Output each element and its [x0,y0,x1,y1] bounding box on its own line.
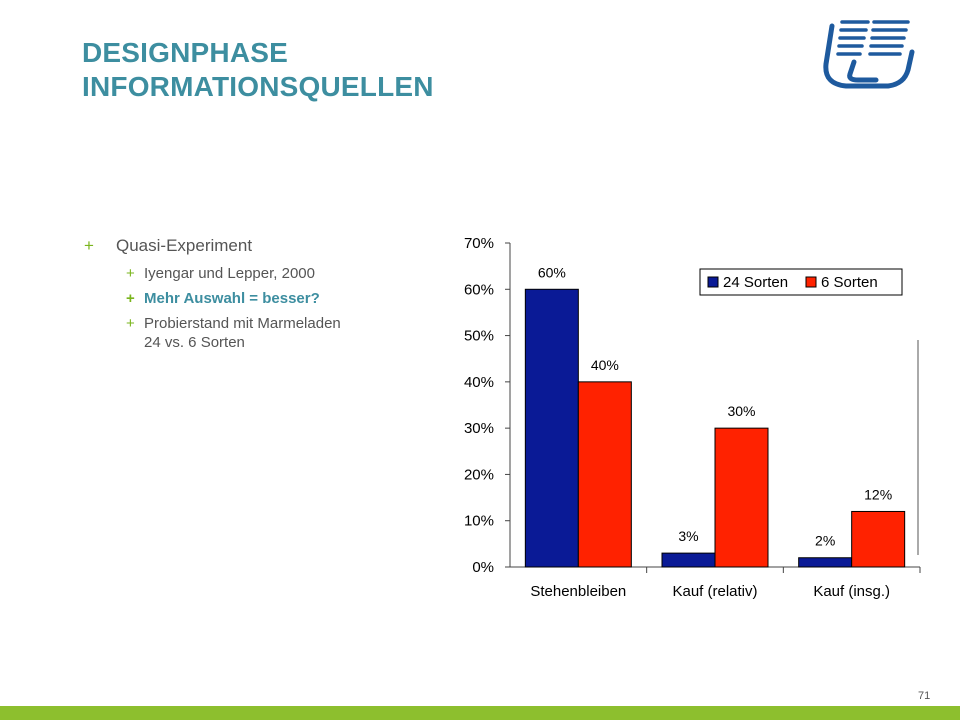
bullet-main: + Quasi-Experiment [84,236,424,256]
bar [851,510,906,568]
bar [577,381,632,568]
data-label: 60% [538,264,566,280]
y-tick-label: 10% [464,513,494,530]
y-tick-label: 40% [464,374,494,391]
x-tick-label: Kauf (relativ) [672,583,757,600]
y-tick-label: 50% [464,328,494,345]
bar [714,427,769,568]
data-label: 40% [591,357,619,373]
legend-label: 24 Sorten [723,274,788,291]
legend-swatch [805,276,817,288]
y-tick-label: 70% [464,235,494,252]
bullet-plus: + [84,236,94,255]
y-tick-label: 20% [464,466,494,483]
title-line-2: INFORMATIONSQUELLEN [82,71,434,102]
data-label: 30% [727,403,755,419]
y-tick-label: 60% [464,281,494,298]
sub-bullet-text: Probierstand mit Marmeladen 24 vs. 6 Sor… [144,315,341,351]
slide-title: DESIGNPHASE INFORMATIONSQUELLEN [82,36,434,104]
data-label: 3% [678,528,698,544]
sub-bullet-highlight: + Mehr Auswahl = besser? [126,289,424,308]
bullet-plus: + [126,290,135,307]
sub-bullet-text: Iyengar und Lepper, 2000 [144,265,315,282]
bullet-list: + Quasi-Experiment + Iyengar und Lepper,… [84,236,424,358]
bullet-main-text: Quasi-Experiment [116,236,253,255]
bullet-plus: + [126,315,135,332]
legend-label: 6 Sorten [821,274,878,291]
university-logo-icon [823,20,915,89]
data-label: 2% [815,533,835,549]
bar [798,557,853,568]
x-tick-label: Kauf (insg.) [813,583,890,600]
bar [661,552,716,568]
title-line-1: DESIGNPHASE [82,37,289,68]
x-tick-label: Stehenbleiben [530,583,626,600]
sub-bullet: + Iyengar und Lepper, 2000 [126,264,424,283]
bullet-plus: + [126,265,135,282]
page-number: 71 [918,690,931,702]
y-tick-label: 0% [472,559,494,576]
y-tick-label: 30% [464,420,494,437]
legend-box [699,268,903,296]
bar [524,288,579,568]
legend-swatch [707,276,719,288]
data-label: 12% [864,486,892,502]
footer-bar [0,706,960,720]
sub-bullet-text: Mehr Auswahl = besser? [144,290,320,307]
sub-bullet: + Probierstand mit Marmeladen 24 vs. 6 S… [126,314,424,352]
bar-chart: 0% 10% 20% 30% 40% 50% 60% 70% 60% 40% Stehenbleib… [464,235,921,600]
